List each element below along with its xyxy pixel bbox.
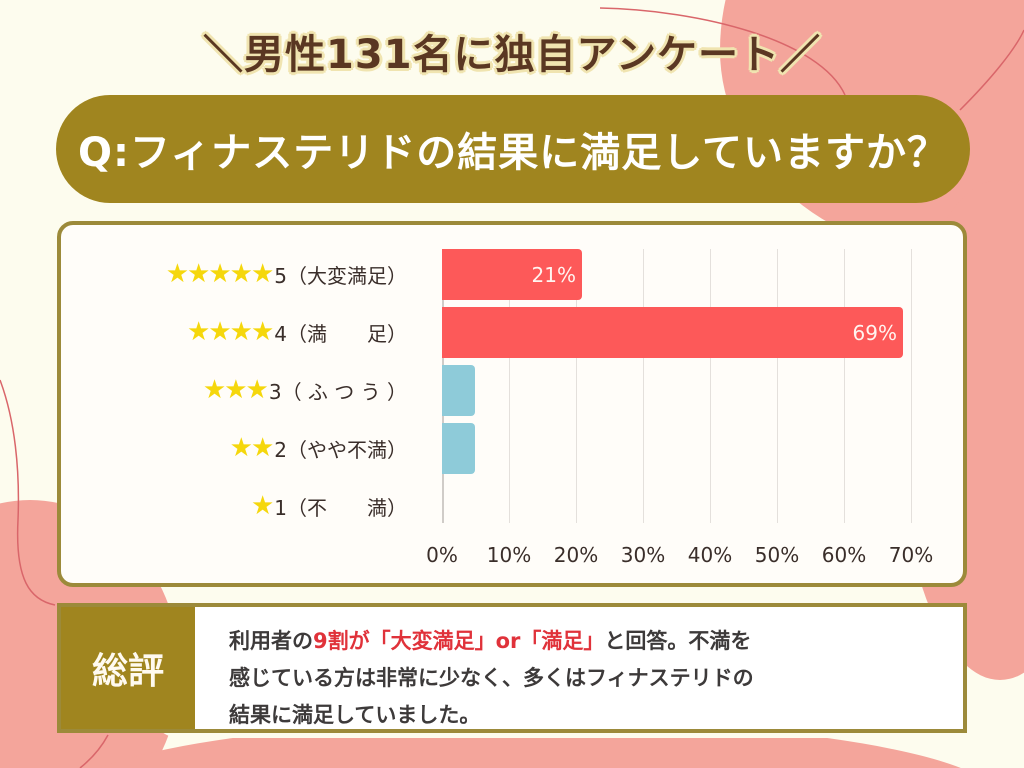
summary-box: 総評 利用者の9割が「大変満足」or「満足」と回答。不満を 感じている方は非常に…: [57, 603, 967, 733]
bar-rating-3: [442, 365, 475, 416]
star-icon: ★★★: [202, 375, 269, 405]
x-tick: 10%: [486, 543, 532, 567]
rating-row-4: ★★★★ 4（満 足）: [187, 307, 407, 357]
summary-line-3: 結果に満足していました。: [229, 703, 481, 727]
bar-value-label: 21%: [531, 262, 576, 287]
x-tick: 70%: [888, 543, 934, 567]
survey-headline: ＼男性131名に独自アンケート／: [203, 32, 821, 78]
summary-line-1: 利用者の9割が「大変満足」or「満足」と回答。不満を: [229, 623, 939, 660]
gridline: [643, 249, 644, 523]
gridline: [844, 249, 845, 523]
rating-label: 4（満 足）: [274, 321, 407, 346]
star-icon: ★: [250, 491, 274, 521]
x-tick: 50%: [754, 543, 800, 567]
rating-label: 5（大変満足）: [274, 263, 407, 288]
bar-value-label: 69%: [852, 320, 897, 345]
star-icon: ★★: [229, 433, 275, 463]
rating-row-3: ★★★ 3（ ふ つ う ）: [203, 365, 407, 415]
question-text: Q:フィナステリドの結果に満足していますか？: [78, 130, 948, 176]
summary-title: 総評: [61, 607, 195, 729]
summary-highlight: 9割が「大変満足」or「満足」: [313, 629, 605, 653]
rating-row-2: ★★ 2（やや不満）: [230, 423, 407, 473]
x-tick: 60%: [821, 543, 867, 567]
summary-line-2: 感じている方は非常に少なく、多くはフィナステリドの: [229, 666, 754, 690]
rating-row-5: ★★★★★ 5（大変満足）: [166, 249, 407, 299]
rating-row-1: ★ 1（不 満）: [251, 481, 407, 531]
star-icon: ★★★★: [187, 317, 274, 347]
gridline: [509, 249, 510, 523]
x-tick: 40%: [687, 543, 733, 567]
rating-label: 1（不 満）: [274, 495, 407, 520]
star-icon: ★★★★★: [165, 259, 275, 289]
bar-rating-2: [442, 423, 475, 474]
summary-text: 利用者の9割が「大変満足」or「満足」と回答。不満を 感じている方は非常に少なく…: [195, 607, 963, 729]
bar-plot-area: 21% 69% 0% 10% 20% 30% 40% 50% 60% 70%: [426, 249, 933, 567]
gridline: [777, 249, 778, 523]
summary-text-part: 利用者の: [229, 629, 313, 653]
x-tick: 20%: [553, 543, 599, 567]
chart-panel: ★★★★★ 5（大変満足） ★★★★ 4（満 足） ★★★ 3（ ふ つ う ）…: [57, 221, 967, 587]
question-banner: Q:フィナステリドの結果に満足していますか？: [56, 95, 970, 203]
x-tick: 30%: [620, 543, 666, 567]
x-tick: 0%: [426, 543, 458, 567]
gridline: [911, 249, 912, 523]
rating-label: 3（ ふ つ う ）: [268, 379, 407, 404]
bar-rating-4: 69%: [442, 307, 903, 358]
summary-text-part: と回答。不満を: [604, 629, 752, 653]
gridline: [710, 249, 711, 523]
rating-label: 2（やや不満）: [274, 437, 407, 462]
bar-rating-5: 21%: [442, 249, 582, 300]
gridline: [576, 249, 577, 523]
